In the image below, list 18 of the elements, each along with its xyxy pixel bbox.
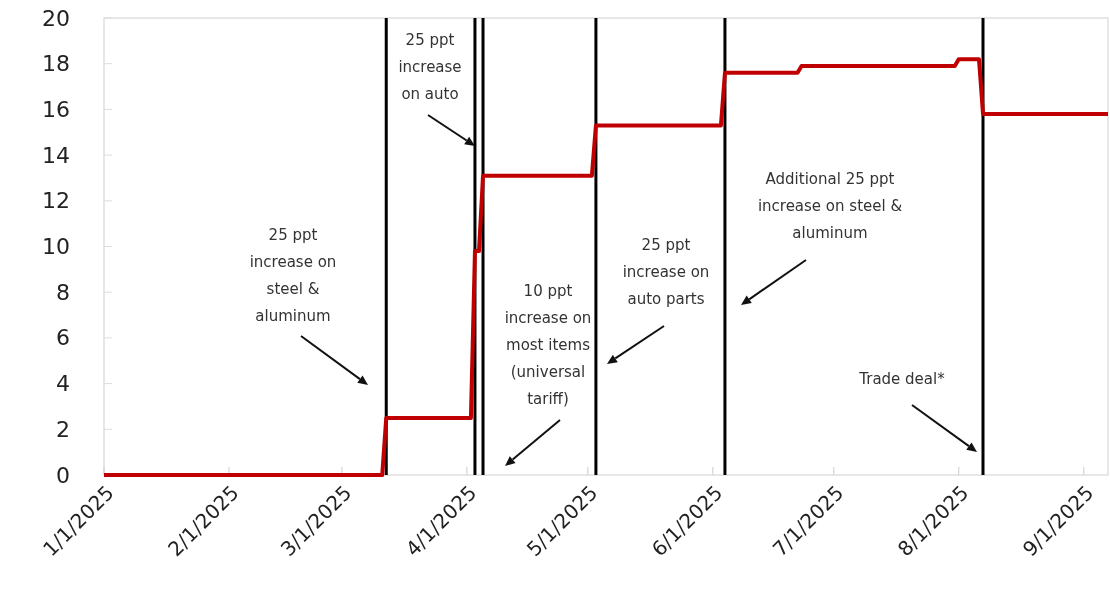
- y-tick-label: 16: [42, 96, 70, 122]
- y-tick-label: 18: [42, 51, 70, 77]
- y-tick-label: 12: [42, 188, 70, 214]
- annotation: Trade deal*: [858, 370, 946, 388]
- annotation: 25 ppt increase on steel & aluminum: [249, 226, 337, 325]
- annotation: 25 ppt increase on auto parts: [622, 236, 710, 308]
- y-tick-label: 8: [56, 279, 70, 305]
- y-tick-label: 4: [56, 371, 70, 397]
- y-tick-label: 10: [42, 234, 70, 259]
- annotation: 10 ppt increase on most items (universal tariff): [504, 282, 592, 408]
- y-tick-label: 0: [56, 462, 70, 488]
- annotation: Additional 25 ppt increase on steel & aluminum: [757, 170, 903, 242]
- y-tick-label: 20: [42, 5, 70, 31]
- y-tick-label: 14: [42, 142, 70, 168]
- annotation: 25 ppt increase on auto: [398, 31, 462, 103]
- line-series: [102, 57, 1110, 477]
- y-tick-label: 2: [56, 416, 70, 442]
- y-tick-label: 6: [56, 325, 70, 351]
